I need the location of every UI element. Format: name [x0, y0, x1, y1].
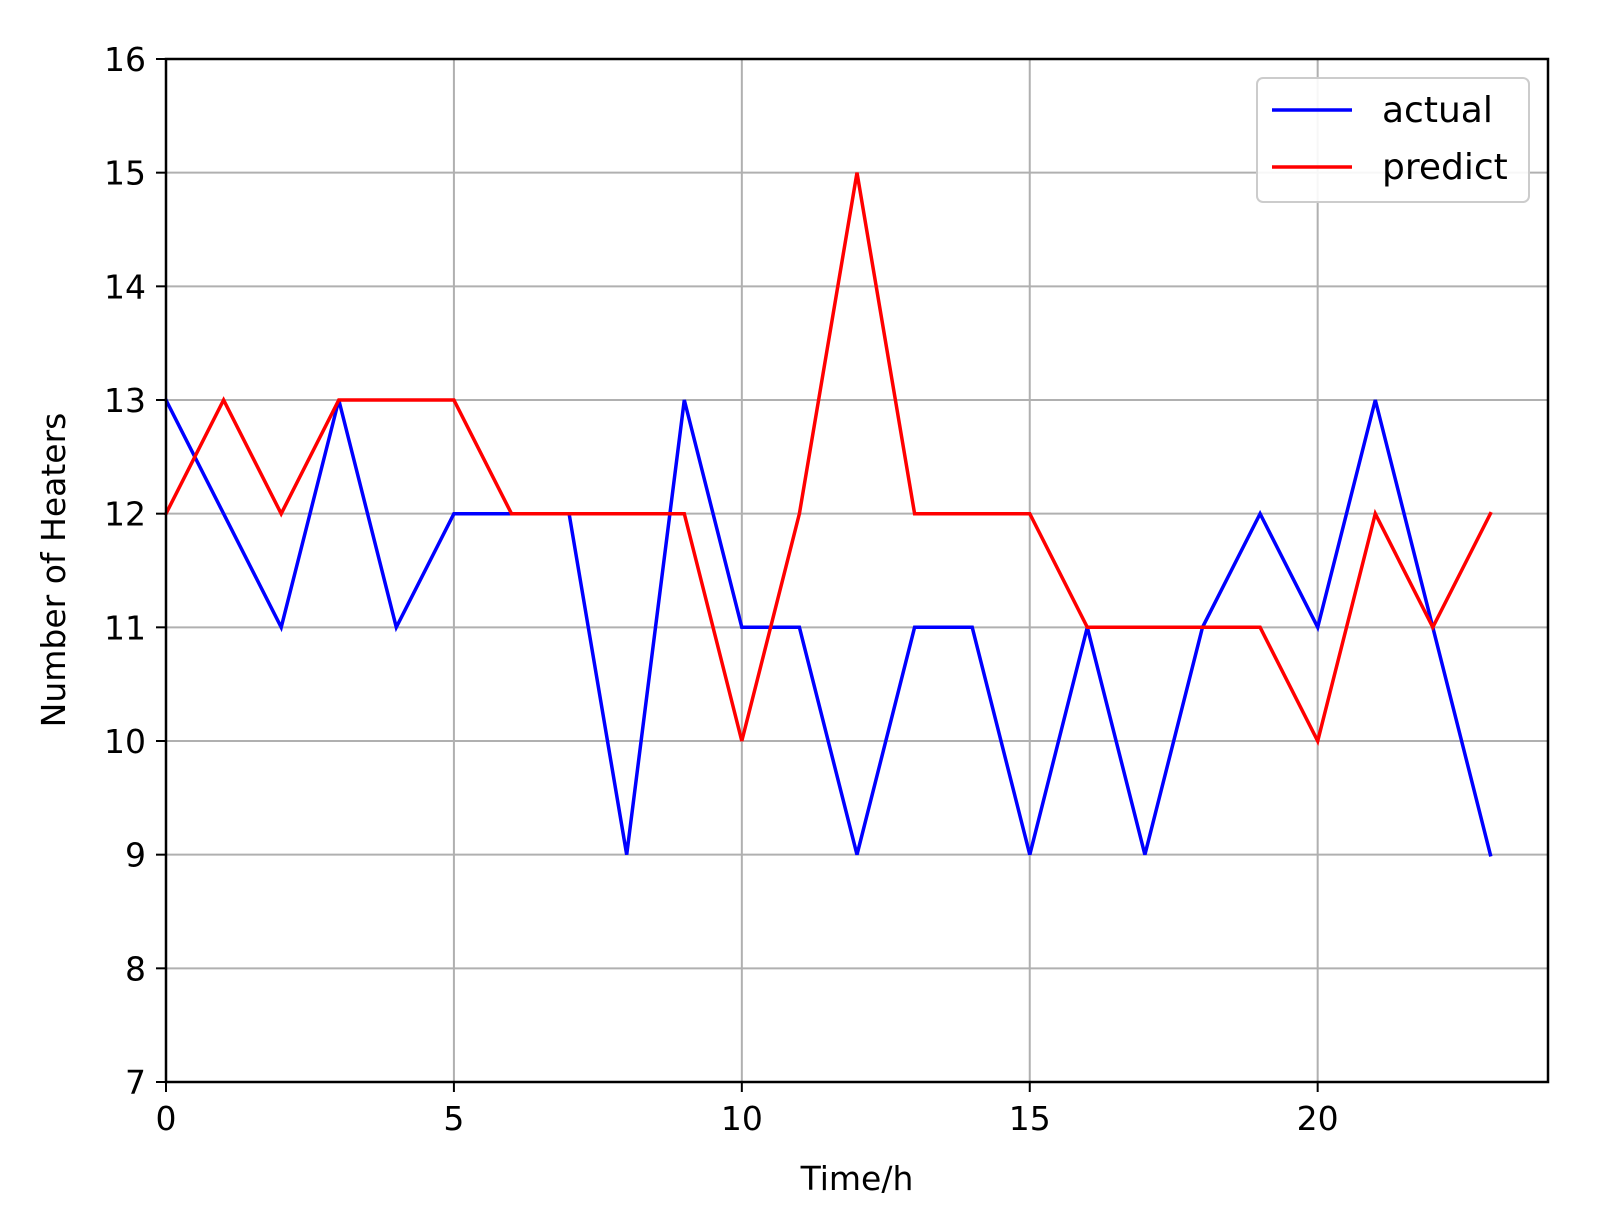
grid	[165, 58, 1548, 1083]
y-tick-label: 13	[104, 381, 146, 420]
y-tick-label: 7	[125, 1063, 146, 1102]
series-lines	[163, 172, 1493, 857]
x-tick-label: 20	[1297, 1099, 1339, 1138]
series-line-predict	[163, 172, 1493, 746]
x-tick-label: 5	[443, 1099, 464, 1138]
y-tick-label: 8	[125, 949, 146, 988]
x-tick-label: 10	[721, 1099, 763, 1138]
y-tick-label: 14	[104, 267, 146, 306]
axis-ticks: 0 5 10 15 20 7 8 9 10 11 12 13 14 15 16	[104, 40, 1339, 1138]
x-axis-label: Time/h	[800, 1159, 914, 1198]
y-tick-label: 9	[125, 836, 146, 875]
y-tick-label: 16	[104, 40, 146, 79]
legend-label-actual: actual	[1382, 90, 1493, 131]
y-tick-label: 12	[104, 495, 146, 534]
plot-frame	[164, 57, 1550, 1084]
x-tick-label: 0	[156, 1099, 177, 1138]
legend: actual predict	[1256, 77, 1530, 203]
x-tick-label: 15	[1009, 1099, 1051, 1138]
y-axis-label: Number of Heaters	[34, 413, 73, 728]
legend-label-predict: predict	[1382, 147, 1508, 188]
y-tick-label: 11	[104, 608, 146, 647]
series-line-actual	[163, 397, 1493, 857]
y-tick-label: 10	[104, 722, 146, 761]
y-tick-label: 15	[104, 154, 146, 193]
